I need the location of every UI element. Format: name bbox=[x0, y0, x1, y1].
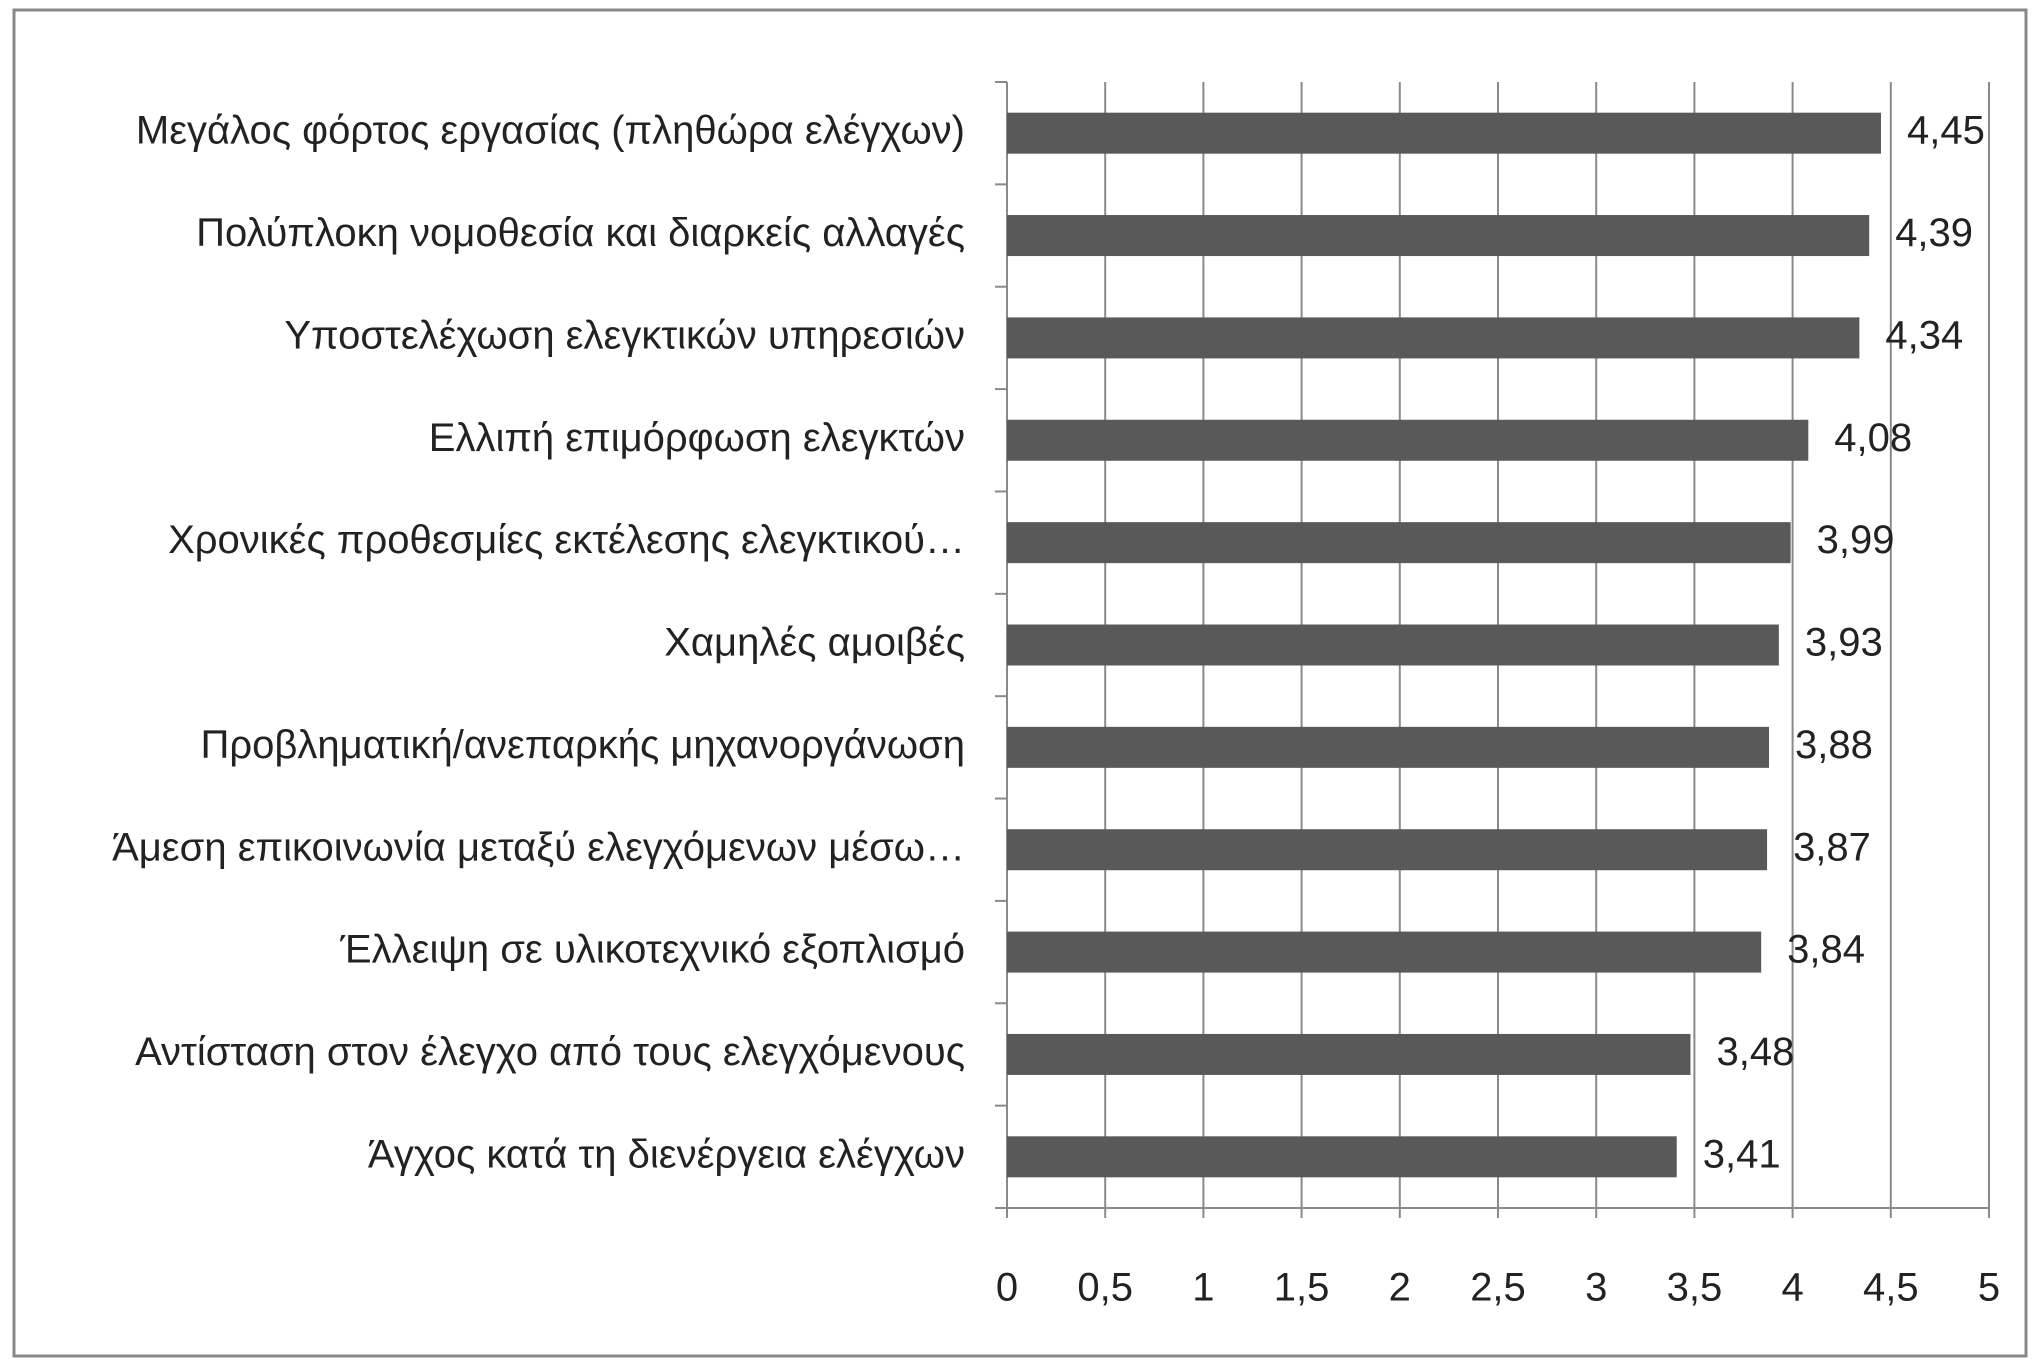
y-tick-label: Υποστελέχωση ελεγκτικών υπηρεσιών bbox=[284, 313, 965, 357]
value-label: 3,48 bbox=[1716, 1030, 1794, 1074]
value-label: 3,87 bbox=[1793, 825, 1871, 869]
y-tick-label: Μεγάλος φόρτος εργασίας (πληθώρα ελέγχων… bbox=[136, 109, 965, 153]
bar bbox=[1007, 317, 1860, 359]
bar bbox=[1007, 522, 1791, 564]
y-tick-label: Ελλιπή επιμόρφωση ελεγκτών bbox=[429, 416, 965, 460]
x-tick-label: 3,5 bbox=[1667, 1266, 1723, 1310]
value-label: 3,41 bbox=[1703, 1132, 1781, 1176]
y-tick-label: Αντίσταση στον έλεγχο από τους ελεγχόμεν… bbox=[135, 1030, 965, 1074]
value-label: 4,39 bbox=[1895, 211, 1973, 255]
y-tick-label: Προβληματική/ανεπαρκής μηχανοργάνωση bbox=[201, 723, 966, 767]
value-label: 4,45 bbox=[1907, 109, 1985, 153]
y-tick-label: Άγχος κατά τη διενέργεια ελέγχων bbox=[368, 1132, 965, 1176]
bar bbox=[1007, 215, 1870, 257]
x-tick-label: 4,5 bbox=[1863, 1266, 1919, 1310]
bar bbox=[1007, 1033, 1691, 1075]
x-tick-label: 0 bbox=[996, 1266, 1018, 1310]
bar bbox=[1007, 931, 1762, 973]
y-tick-label: Πολύπλοκη νομοθεσία και διαρκείς αλλαγές bbox=[196, 211, 965, 255]
value-label: 4,34 bbox=[1885, 313, 1963, 357]
value-label: 3,93 bbox=[1805, 621, 1883, 665]
y-tick-label: Χρονικές προθεσμίες εκτέλεσης ελεγκτικού… bbox=[168, 518, 965, 562]
bar bbox=[1007, 419, 1809, 461]
bar bbox=[1007, 112, 1881, 154]
bar bbox=[1007, 726, 1770, 768]
bar bbox=[1007, 1136, 1677, 1178]
bar bbox=[1007, 624, 1779, 666]
value-label: 3,84 bbox=[1787, 928, 1865, 972]
x-tick-label: 3 bbox=[1585, 1266, 1607, 1310]
y-tick-label: Έλλειψη σε υλικοτεχνικό εξοπλισμό bbox=[339, 928, 965, 972]
x-tick-label: 2 bbox=[1389, 1266, 1411, 1310]
x-tick-label: 2,5 bbox=[1470, 1266, 1526, 1310]
x-tick-label: 5 bbox=[1978, 1266, 2000, 1310]
x-tick-label: 0,5 bbox=[1077, 1266, 1133, 1310]
x-tick-label: 4 bbox=[1781, 1266, 1803, 1310]
y-tick-label: Χαμηλές αμοιβές bbox=[664, 621, 965, 665]
y-tick-label: Άμεση επικοινωνία μεταξύ ελεγχόμενων μέσ… bbox=[112, 825, 965, 869]
value-label: 4,08 bbox=[1834, 416, 1912, 460]
x-tick-label: 1 bbox=[1192, 1266, 1214, 1310]
value-label: 3,88 bbox=[1795, 723, 1873, 767]
x-tick-label: 1,5 bbox=[1274, 1266, 1330, 1310]
bar bbox=[1007, 829, 1768, 871]
value-label: 3,99 bbox=[1817, 518, 1895, 562]
